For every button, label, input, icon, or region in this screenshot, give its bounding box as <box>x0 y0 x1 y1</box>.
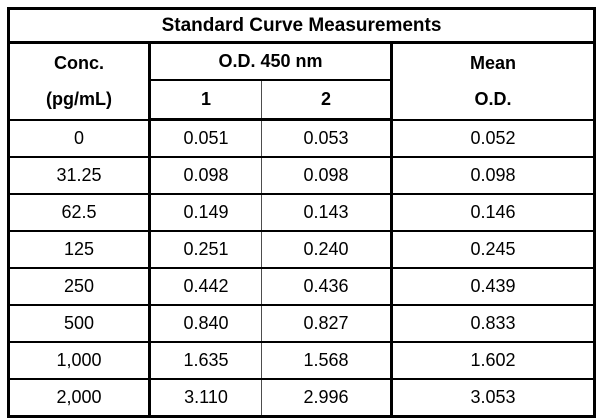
cell-od2: 0.098 <box>261 156 393 195</box>
header-row-1: Conc. (pg/mL) O.D. 450 nm Mean O.D. <box>7 41 596 121</box>
cell-conc: 2,000 <box>7 378 151 418</box>
table-title: Standard Curve Measurements <box>7 7 596 44</box>
cell-conc: 0 <box>7 118 151 158</box>
table-row: 2,000 3.110 2.996 3.053 <box>7 378 596 418</box>
cell-od1: 3.110 <box>148 378 262 418</box>
cell-mean-od: 0.833 <box>389 304 596 343</box>
cell-od1: 0.442 <box>148 267 262 306</box>
cell-od2: 0.143 <box>261 193 393 232</box>
table-row: 500 0.840 0.827 0.833 <box>7 304 596 343</box>
header-row-2: 1 2 <box>9 79 595 121</box>
header-mean: Mean O.D. <box>389 41 596 121</box>
cell-od2: 1.568 <box>261 341 393 380</box>
table-row: 1,000 1.635 1.568 1.602 <box>7 341 596 380</box>
cell-mean-od: 0.146 <box>389 193 596 232</box>
cell-conc: 1,000 <box>7 341 151 380</box>
cell-mean-od: 0.098 <box>389 156 596 195</box>
cell-od2: 2.996 <box>261 378 393 418</box>
header-od-sub2: 2 <box>261 79 393 121</box>
table-row: 250 0.442 0.436 0.439 <box>7 267 596 306</box>
header-conc: Conc. (pg/mL) <box>7 41 151 121</box>
cell-od1: 0.251 <box>148 230 262 269</box>
cell-od1: 0.098 <box>148 156 262 195</box>
table-row: 0 0.051 0.053 0.052 <box>7 118 596 158</box>
cell-od1: 0.051 <box>148 118 262 158</box>
cell-od1: 0.840 <box>148 304 262 343</box>
cell-mean-od: 0.439 <box>389 267 596 306</box>
table-row: 31.25 0.098 0.098 0.098 <box>7 156 596 195</box>
header-od-group: O.D. 450 nm <box>148 41 393 81</box>
cell-conc: 62.5 <box>7 193 151 232</box>
cell-conc: 31.25 <box>7 156 151 195</box>
cell-od1: 0.149 <box>148 193 262 232</box>
standard-curve-table: Standard Curve Measurements Conc. (pg/mL… <box>7 7 597 418</box>
table-row: 62.5 0.149 0.143 0.146 <box>7 193 596 232</box>
cell-od1: 1.635 <box>148 341 262 380</box>
cell-mean-od: 3.053 <box>389 378 596 418</box>
header-od-sub1: 1 <box>148 79 262 121</box>
header-mean-line1: Mean <box>470 53 517 74</box>
cell-conc: 125 <box>7 230 151 269</box>
cell-od2: 0.240 <box>261 230 393 269</box>
table-row: 125 0.251 0.240 0.245 <box>7 230 596 269</box>
header-conc-line1: Conc. <box>53 53 104 74</box>
cell-od2: 0.827 <box>261 304 393 343</box>
header-conc-line2: (pg/mL) <box>46 89 112 110</box>
cell-conc: 250 <box>7 267 151 306</box>
cell-conc: 500 <box>7 304 151 343</box>
cell-mean-od: 0.052 <box>389 118 596 158</box>
table-title-row: Standard Curve Measurements <box>7 7 596 44</box>
header-mean-line2: O.D. <box>474 89 512 110</box>
cell-od2: 0.436 <box>261 267 393 306</box>
cell-mean-od: 0.245 <box>389 230 596 269</box>
cell-od2: 0.053 <box>261 118 393 158</box>
cell-mean-od: 1.602 <box>389 341 596 380</box>
